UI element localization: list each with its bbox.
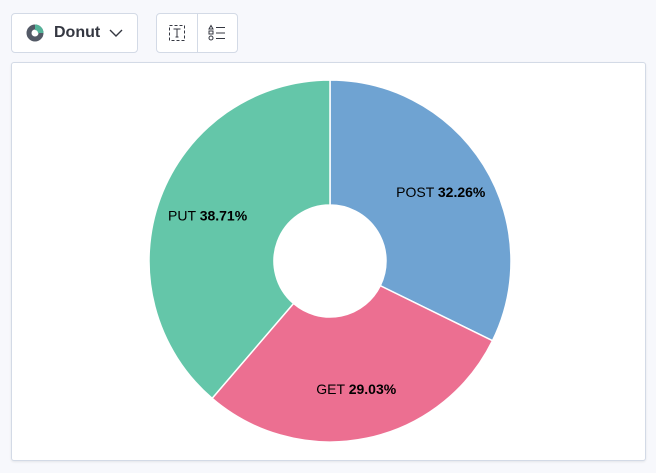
chart-type-label: Donut <box>54 24 101 41</box>
toggle-legend-button[interactable] <box>196 14 238 52</box>
chart-panel: POST 32.26% GET 29.03% PUT 38.71% <box>11 62 646 461</box>
slice-label: POST 32.26% <box>396 184 486 200</box>
text-box-icon <box>168 25 185 41</box>
chevron-down-icon <box>109 29 123 37</box>
slice-post[interactable] <box>329 79 512 342</box>
slice-get[interactable] <box>211 284 494 443</box>
chart-type-button[interactable]: Donut <box>11 13 138 53</box>
toggle-labels-button[interactable] <box>157 14 197 52</box>
slice-label: PUT 38.71% <box>168 208 248 224</box>
slice-put[interactable] <box>148 79 331 400</box>
slice-label: GET 29.03% <box>316 381 396 397</box>
donut-chart-icon <box>26 24 44 42</box>
donut-chart: POST 32.26% GET 29.03% PUT 38.71% <box>148 79 512 443</box>
list-legend-icon <box>208 24 226 41</box>
chart-options-group <box>156 13 238 53</box>
